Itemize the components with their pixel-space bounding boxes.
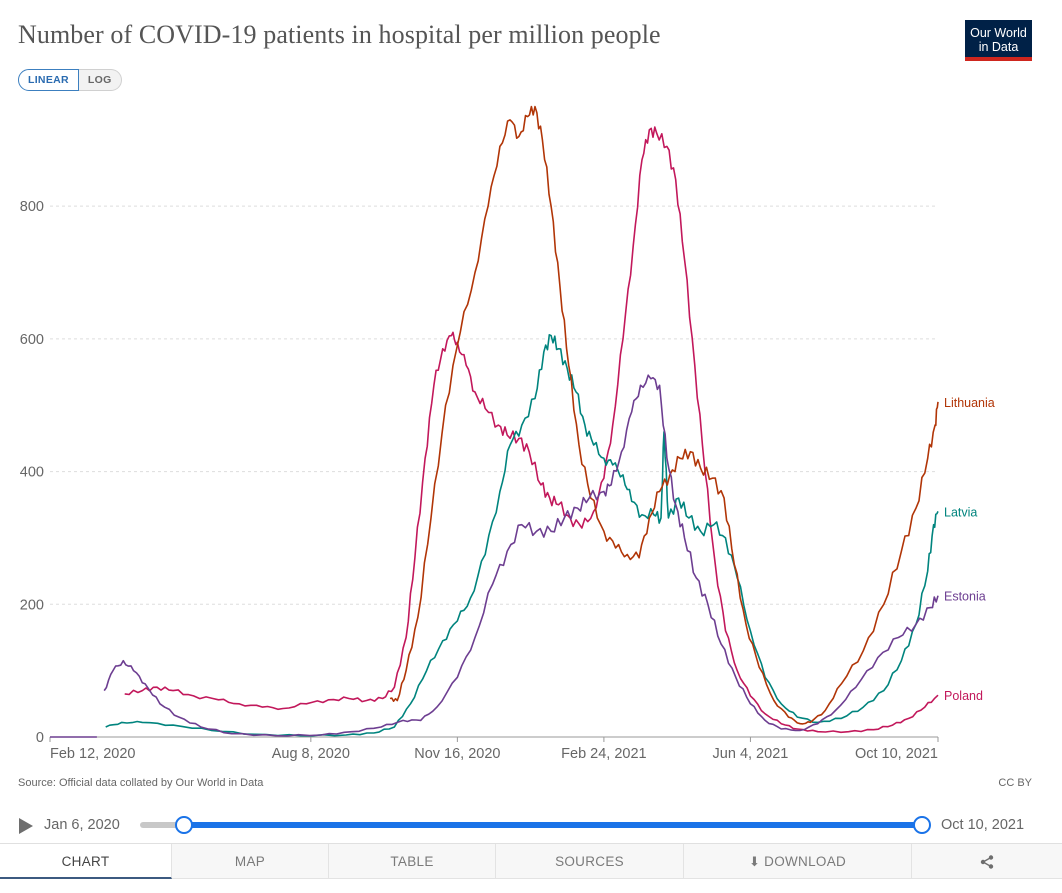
x-tick-label: Aug 8, 2020 [272,746,350,762]
logo-line-1: Our World [970,26,1027,40]
chart-title: Number of COVID-19 patients in hospital … [18,20,661,49]
license-link[interactable]: CC BY [998,777,1032,789]
tab-chart[interactable]: CHART [0,844,172,879]
timeline-range-fill [184,822,922,828]
log-scale-button[interactable]: LOG [78,69,122,91]
linear-scale-button[interactable]: LINEAR [18,69,79,91]
scale-toggle: LINEAR LOG [18,69,122,91]
source-note[interactable]: Source: Official data collated by Our Wo… [18,777,264,789]
tab-map[interactable]: MAP [172,844,329,879]
series-line-lithuania [389,105,939,725]
x-tick-label: Nov 16, 2020 [414,746,500,762]
series-label-estonia: Estonia [944,590,986,604]
logo-line-2: in Data [978,40,1019,54]
share-button[interactable] [912,844,1062,879]
timeline-end-handle[interactable] [913,816,931,834]
y-tick-label: 0 [36,730,44,746]
line-chart: 0 200 400 600 800 Feb 12, 2020 Aug 8, 2020 Nov … [20,105,995,762]
timeline-start-label: Jan 6, 2020 [44,817,120,833]
series-line-estonia [103,374,939,737]
tab-table[interactable]: TABLE [329,844,496,879]
tab-sources[interactable]: SOURCES [496,844,684,879]
timeline: Jan 6, 2020 Oct 10, 2021 [0,810,1062,840]
timeline-end-label: Oct 10, 2021 [941,817,1025,833]
tab-bar: CHART MAP TABLE SOURCES ⬇ DOWNLOAD [0,843,1062,879]
play-icon[interactable] [19,818,33,834]
timeline-track[interactable] [140,816,931,834]
x-tick-label: Oct 10, 2021 [855,746,938,762]
x-tick-label: Feb 24, 2021 [561,746,646,762]
series-line-poland [124,126,939,734]
series-label-latvia: Latvia [944,505,977,519]
tab-download[interactable]: ⬇ DOWNLOAD [684,844,912,879]
y-tick-label: 400 [20,465,44,481]
series-label-poland: Poland [944,689,983,703]
series-label-lithuania: Lithuania [944,396,995,410]
y-tick-label: 200 [20,597,44,613]
x-tick-label: Jun 4, 2021 [713,746,789,762]
owid-logo[interactable]: Our World in Data [965,20,1032,61]
y-tick-label: 800 [20,199,44,215]
x-tick-label: Feb 12, 2020 [50,746,135,762]
download-icon: ⬇ [748,854,761,869]
download-label: DOWNLOAD [764,854,847,869]
y-tick-label: 600 [20,332,44,348]
timeline-start-handle[interactable] [175,816,193,834]
series-line-latvia [105,334,939,737]
share-icon [980,855,994,870]
